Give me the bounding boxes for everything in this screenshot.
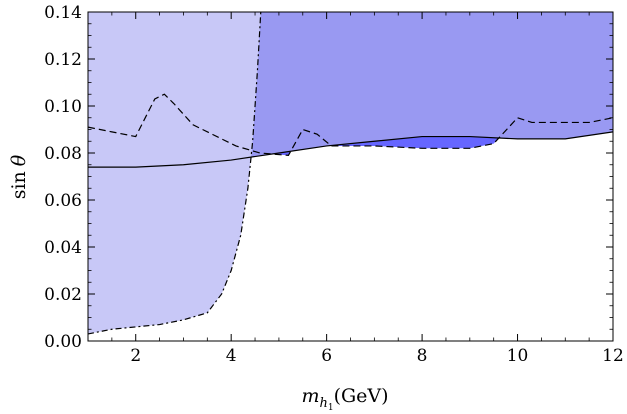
curve-dot-dashed (88, 12, 262, 335)
region-fills (88, 12, 613, 334)
y-axis-label: sinθ (8, 154, 30, 199)
x-axis-ticks: 2 4 6 8 10 12 (87, 12, 624, 366)
y-tick-label: 0.06 (44, 191, 82, 211)
x-tick-label: 4 (226, 346, 237, 366)
x-tick-label: 10 (507, 346, 529, 366)
x-tick-label: 8 (417, 346, 428, 366)
y-tick-label: 0.02 (44, 285, 82, 305)
y-tick-label: 0.12 (44, 50, 82, 70)
x-tick-label: 6 (321, 346, 332, 366)
x-axis-label: mh1(GeV) (301, 385, 388, 413)
region-dot-dashed (88, 12, 261, 334)
x-tick-label: 12 (602, 346, 624, 366)
boundary-curves (88, 12, 613, 335)
y-tick-label: 0.00 (44, 332, 82, 352)
curve-dashed (88, 93, 613, 156)
y-tick-label: 0.10 (44, 97, 82, 117)
x-tick-label: 2 (130, 346, 141, 366)
curve-solid (88, 131, 613, 168)
y-tick-label: 0.14 (44, 3, 82, 23)
y-tick-label: 0.04 (44, 238, 82, 258)
y-axis-ticks: 0.00 0.02 0.04 0.06 0.08 0.10 0.12 0.14 (44, 3, 613, 352)
y-tick-label: 0.08 (44, 144, 82, 164)
